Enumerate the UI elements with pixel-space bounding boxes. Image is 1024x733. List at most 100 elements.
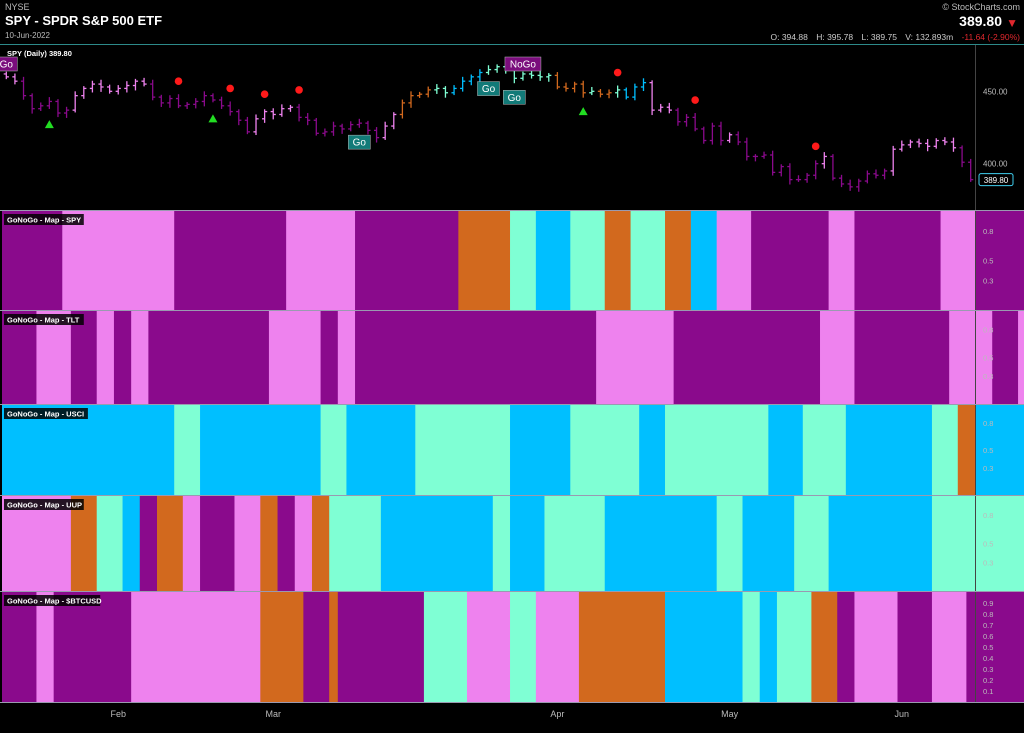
map-segment — [156, 496, 184, 591]
volume-value: V: 132.893m — [905, 32, 954, 42]
signal-label-box — [477, 81, 500, 96]
map-segment — [742, 592, 761, 702]
map-segment — [931, 592, 967, 702]
green-triangle-marker — [578, 107, 588, 116]
map-segment — [200, 405, 322, 495]
map-segment — [578, 592, 666, 702]
map-segment — [665, 405, 769, 495]
map-segment — [337, 311, 356, 404]
red-dot-marker — [691, 96, 699, 104]
map-segment — [811, 592, 838, 702]
map-segment — [975, 211, 1024, 310]
map-segment — [492, 496, 511, 591]
map-segment — [329, 592, 339, 702]
map-segment — [828, 211, 856, 310]
map-segment — [975, 405, 1024, 495]
map-segment — [62, 211, 175, 310]
map-segment — [182, 496, 201, 591]
map-title-bg — [4, 214, 84, 225]
x-tick-label: May — [721, 709, 739, 719]
map-tick-label: 0.5 — [983, 643, 993, 652]
map-tick-label: 0.8 — [983, 326, 993, 335]
map-tick-label: 0.8 — [983, 419, 993, 428]
map-segment — [665, 592, 744, 702]
green-triangle-marker — [44, 120, 54, 129]
map-tick-label: 0.1 — [983, 687, 993, 696]
map-segment — [510, 405, 571, 495]
map-segment — [234, 496, 261, 591]
map-tick-label: 0.9 — [983, 599, 993, 608]
map-segment — [70, 496, 98, 591]
signal-label: Go — [0, 60, 13, 71]
map-segment — [897, 592, 933, 702]
green-triangle-marker — [208, 114, 218, 123]
signal-label-box — [503, 90, 526, 105]
map-segment — [2, 496, 72, 591]
map-title-bg — [4, 408, 88, 419]
map-title: GoNoGo - Map - TLT — [7, 316, 80, 325]
map-segment — [992, 311, 1019, 404]
exchange-label: NYSE — [5, 2, 30, 12]
map-segment — [673, 311, 821, 404]
map-tick-label: 0.3 — [983, 665, 993, 674]
signal-label: Go — [353, 138, 367, 149]
map-segment — [854, 311, 950, 404]
map-tick-label: 0.8 — [983, 511, 993, 520]
map-segment — [854, 211, 942, 310]
map-segment — [604, 496, 718, 591]
map-segment — [854, 592, 899, 702]
map-segment — [639, 405, 666, 495]
map-segment — [113, 311, 132, 404]
map-title-bg — [4, 499, 84, 510]
signal-label: NoGo — [510, 60, 537, 71]
map-title-bg — [4, 314, 84, 325]
map-segment — [768, 405, 804, 495]
map-segment — [2, 211, 63, 310]
map-segment — [751, 211, 830, 310]
map-tick-label: 0.4 — [983, 654, 993, 663]
map-segment — [148, 311, 270, 404]
red-dot-marker — [260, 90, 269, 99]
map-segment — [36, 592, 55, 702]
x-tick-label: Jun — [895, 709, 910, 719]
map-segment — [510, 496, 546, 591]
map-segment — [2, 592, 38, 702]
map-segment — [70, 311, 98, 404]
map-segment — [931, 405, 959, 495]
price-tick-label: 400.00 — [983, 160, 1008, 169]
map-segment — [303, 592, 330, 702]
map-segment — [535, 592, 580, 702]
map-segment — [466, 592, 511, 702]
map-segment — [458, 211, 511, 310]
price-tick-label: 450.00 — [983, 87, 1008, 96]
map-segment — [535, 211, 571, 310]
map-segment — [604, 211, 632, 310]
map-segment — [200, 496, 236, 591]
map-segment — [940, 211, 976, 310]
x-tick-label: Feb — [110, 709, 126, 719]
map-segment — [596, 311, 675, 404]
red-dot-marker — [295, 86, 303, 94]
map-title-bg — [4, 595, 101, 606]
map-segment — [346, 405, 416, 495]
map-segment — [510, 211, 537, 310]
open-value: O: 394.88 — [770, 32, 808, 42]
chart-date: 10-Jun-2022 — [5, 31, 50, 40]
map-tick-label: 0.6 — [983, 632, 993, 641]
map-title: GoNoGo - Map - UUP — [7, 501, 82, 510]
map-segment — [957, 405, 976, 495]
last-price-tag — [978, 173, 1014, 187]
price-legend: SPY (Daily) 389.80 — [7, 49, 72, 58]
map-segment — [837, 592, 856, 702]
map-segment — [380, 496, 494, 591]
map-segment — [355, 311, 597, 404]
last-price-tag-label: 389.80 — [984, 176, 1009, 185]
map-segment — [759, 592, 778, 702]
map-segment — [423, 592, 468, 702]
high-value: H: 395.78 — [816, 32, 854, 42]
map-segment — [544, 496, 606, 591]
map-tick-label: 0.8 — [983, 610, 993, 619]
map-segment — [949, 311, 993, 404]
map-segment — [630, 211, 666, 310]
map-tick-label: 0.5 — [983, 354, 993, 363]
